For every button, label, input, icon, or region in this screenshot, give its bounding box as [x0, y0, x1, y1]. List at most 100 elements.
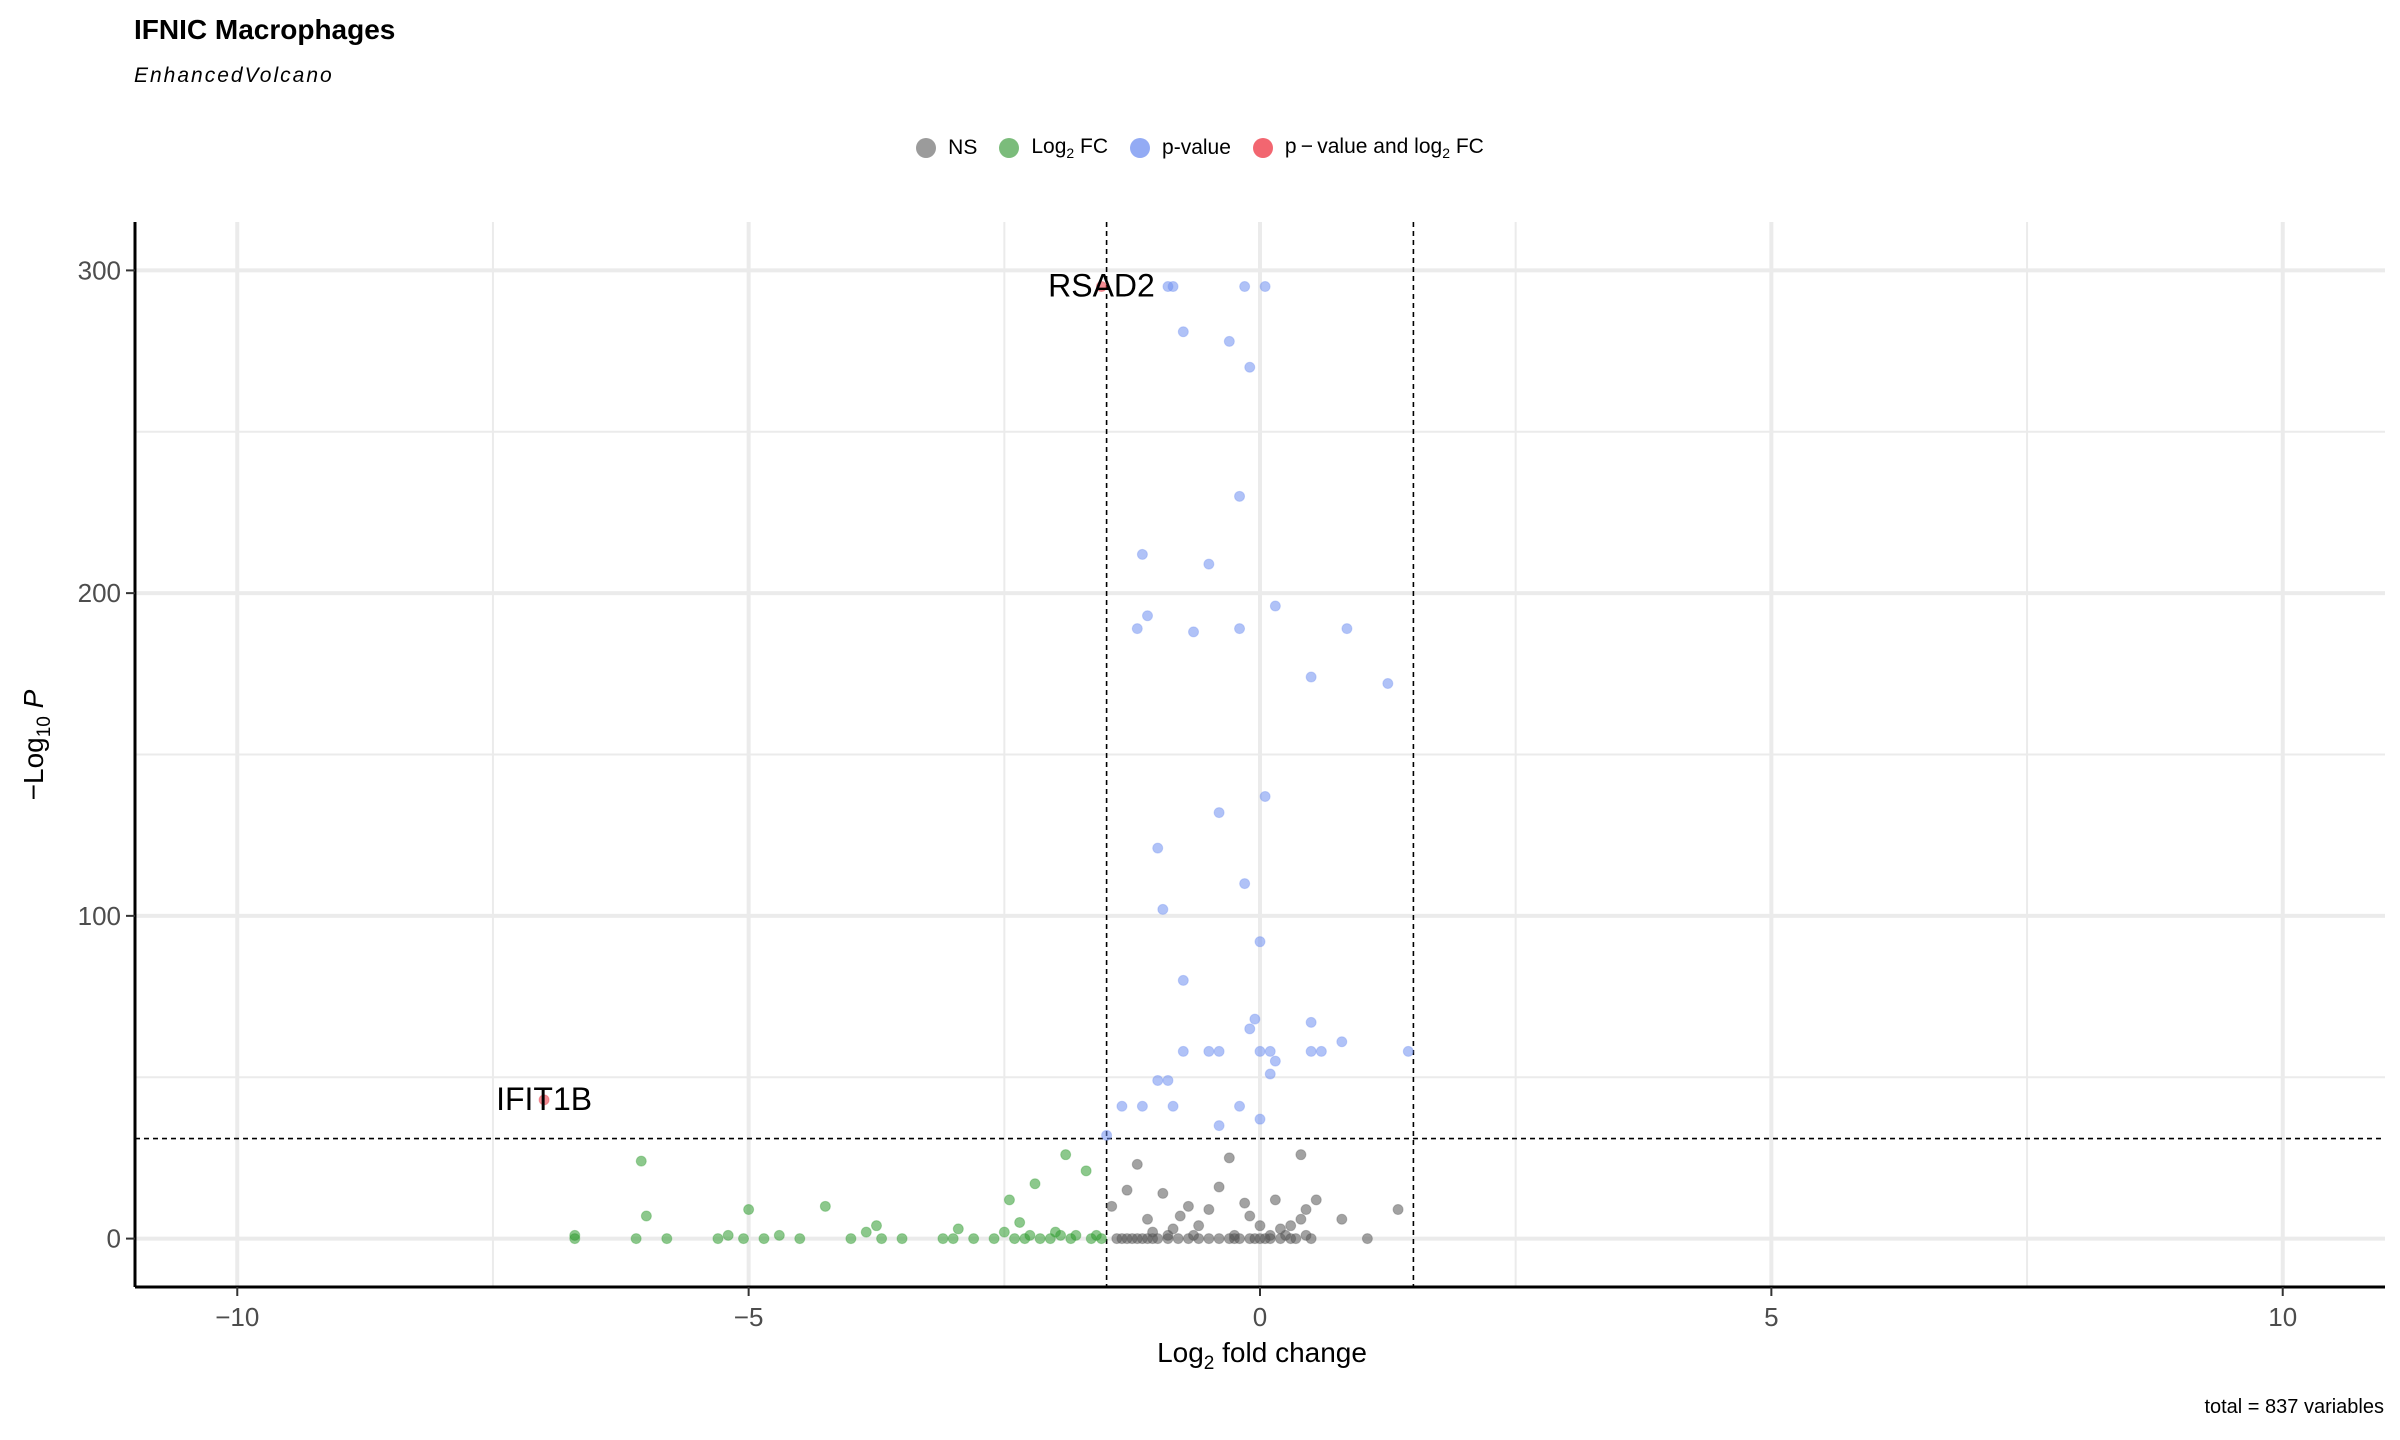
data-point-2-20 [1152, 842, 1164, 854]
gene-label-1: IFIT1B [496, 1081, 592, 1117]
y-tick-label: 0 [107, 1224, 121, 1254]
data-point-1-5 [661, 1233, 673, 1245]
legend-item-1: Log2 FC [999, 135, 1108, 161]
data-point-2-31 [1213, 1045, 1225, 1057]
data-point-1-4 [630, 1233, 642, 1245]
data-point-0-29 [1361, 1233, 1373, 1245]
data-point-0-47 [1244, 1233, 1256, 1245]
data-point-2-3 [1239, 281, 1251, 293]
data-point-2-30 [1203, 1045, 1215, 1057]
data-point-1-3 [640, 1210, 652, 1222]
data-point-2-45 [1254, 1113, 1266, 1125]
legend-marker [1252, 138, 1273, 158]
legend-label: NS [948, 136, 978, 159]
cutoff-lines [135, 222, 2385, 1287]
x-axis-label: Log2 fold change [1157, 1337, 1367, 1374]
data-point-2-22 [1157, 903, 1169, 915]
legend-item-2: p-value [1130, 136, 1231, 160]
data-point-2-40 [1162, 1074, 1174, 1086]
data-point-2-7 [1234, 490, 1246, 502]
data-point-0-22 [1285, 1220, 1297, 1232]
data-point-1-14 [845, 1233, 857, 1245]
data-point-1-41 [1024, 1229, 1036, 1241]
point-labels: RSAD2 IFIT1B [496, 268, 1155, 1117]
data-point-1-40 [1070, 1229, 1082, 1241]
data-point-1-10 [758, 1233, 770, 1245]
chart-caption: total = 837 variables [2204, 1396, 2384, 1418]
data-point-2-47 [1101, 1129, 1113, 1141]
data-point-1-25 [1003, 1194, 1015, 1206]
data-point-1-7 [722, 1229, 734, 1241]
data-point-0-56 [1228, 1229, 1240, 1241]
data-point-2-18 [1213, 807, 1225, 819]
data-point-2-2 [1259, 281, 1271, 293]
data-point-2-39 [1152, 1074, 1164, 1086]
data-point-2-44 [1234, 1100, 1246, 1112]
data-point-3-0 [1095, 281, 1107, 293]
data-point-1-19 [937, 1233, 949, 1245]
data-point-0-14 [1239, 1197, 1251, 1209]
data-point-2-38 [1264, 1068, 1276, 1080]
data-point-0-11 [1213, 1181, 1225, 1193]
gene-label-0: RSAD2 [1048, 268, 1155, 304]
data-point-0-26 [1295, 1149, 1307, 1161]
data-point-2-10 [1142, 610, 1153, 622]
data-point-1-20 [947, 1233, 959, 1245]
x-tick-label: −5 [734, 1302, 764, 1332]
grid-lines [135, 222, 2385, 1287]
data-point-2-24 [1177, 974, 1189, 986]
data-point-0-8 [1182, 1200, 1194, 1212]
data-point-2-19 [1259, 790, 1271, 802]
data-point-0-15 [1244, 1210, 1256, 1222]
legend-label: p-value [1162, 136, 1231, 159]
data-point-1-23 [988, 1233, 1000, 1245]
data-points [538, 281, 1414, 1245]
chart-title: IFNIC Macrophages [134, 14, 396, 45]
data-point-0-27 [1310, 1194, 1322, 1206]
data-point-2-35 [1315, 1045, 1327, 1057]
data-point-0-57 [1264, 1233, 1276, 1245]
data-point-0-2 [1131, 1158, 1143, 1170]
data-point-2-17 [1382, 678, 1394, 689]
y-axis-label: −Log10 P [18, 689, 55, 800]
data-point-1-11 [773, 1229, 785, 1241]
data-point-0-24 [1300, 1204, 1312, 1216]
data-point-0-17 [1254, 1220, 1266, 1232]
data-point-1-6 [712, 1233, 724, 1245]
data-point-0-0 [1106, 1200, 1118, 1212]
data-point-2-5 [1223, 335, 1235, 347]
y-tick-label: 200 [78, 578, 121, 608]
data-point-2-43 [1167, 1100, 1179, 1112]
legend-label: Log2 FC [1031, 134, 1109, 162]
data-point-1-16 [870, 1220, 882, 1232]
chart-subtitle: EnhancedVolcano [134, 64, 334, 87]
data-point-0-3 [1142, 1213, 1153, 1225]
data-point-0-53 [1188, 1229, 1200, 1241]
data-point-0-55 [1147, 1226, 1159, 1238]
legend-label: p − value and log2 FC [1284, 134, 1484, 162]
data-point-1-17 [876, 1233, 888, 1245]
data-point-2-27 [1305, 1016, 1317, 1028]
data-point-1-22 [968, 1233, 980, 1245]
data-point-2-15 [1341, 623, 1353, 635]
data-point-2-16 [1305, 671, 1317, 683]
data-point-2-23 [1254, 936, 1266, 948]
data-point-1-2 [635, 1155, 647, 1167]
data-point-1-12 [794, 1233, 806, 1245]
data-point-2-12 [1188, 626, 1200, 638]
data-point-2-32 [1254, 1045, 1266, 1057]
data-point-1-39 [1049, 1226, 1061, 1238]
legend-item-0: NS [916, 136, 977, 160]
y-tick-label: 300 [78, 255, 121, 285]
data-point-0-23 [1295, 1213, 1307, 1225]
legend-marker [999, 138, 1020, 158]
data-point-1-32 [1060, 1149, 1072, 1161]
y-tick-label: 100 [78, 901, 121, 931]
data-point-3-1 [538, 1094, 550, 1106]
data-point-0-40 [1172, 1233, 1184, 1245]
data-point-0-1 [1121, 1184, 1133, 1196]
data-point-1-13 [819, 1200, 831, 1212]
data-point-0-58 [1280, 1229, 1292, 1241]
data-point-1-38 [1009, 1233, 1021, 1245]
